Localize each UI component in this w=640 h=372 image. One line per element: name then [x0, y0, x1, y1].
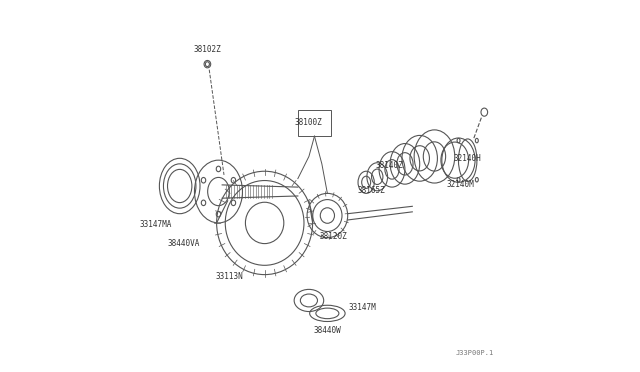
Text: 33113N: 33113N [216, 272, 243, 281]
Bar [298, 110, 331, 136]
Text: 38440W: 38440W [314, 326, 341, 335]
Text: 32140H: 32140H [454, 154, 481, 163]
Text: 32140M: 32140M [447, 180, 474, 189]
Text: 38102Z: 38102Z [193, 45, 221, 54]
Text: 38140Z: 38140Z [376, 161, 403, 170]
Text: 38440VA: 38440VA [167, 239, 200, 248]
Text: 38120Z: 38120Z [319, 232, 347, 241]
Text: 33147M: 33147M [349, 303, 376, 312]
Text: J33P00P.1: J33P00P.1 [455, 350, 493, 356]
Text: 33147MA: 33147MA [140, 220, 172, 229]
Text: 38165Z: 38165Z [357, 186, 385, 195]
Text: 38100Z: 38100Z [294, 118, 322, 127]
